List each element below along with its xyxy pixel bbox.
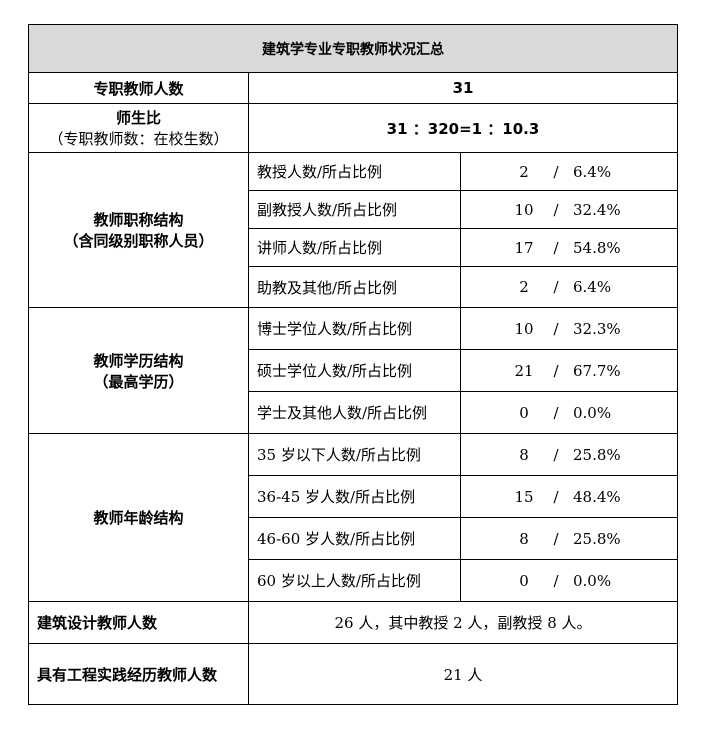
row-value: 10 / 32.4% (460, 190, 678, 229)
group-sublabel: （最高学历） (93, 372, 184, 391)
table-title: 建筑学专业专职教师状况汇总 (28, 24, 678, 73)
row-label: 36-45 岁人数/所占比例 (248, 475, 461, 518)
design-teachers-label: 建筑设计教师人数 (28, 601, 249, 644)
separator: / (553, 571, 559, 590)
row-value: 2 / 6.4% (460, 266, 678, 308)
percent: 0.0% (573, 571, 612, 590)
group-label-cell: 教师职称结构 （含同级别职称人员） (28, 152, 249, 308)
row-label: 助教及其他/所占比例 (248, 266, 461, 308)
separator: / (553, 529, 559, 548)
count: 8 (519, 445, 529, 464)
separator: / (553, 487, 559, 506)
row-value: 2 / 6.4% (460, 152, 678, 191)
separator: / (553, 278, 559, 296)
row-value: 8 / 25.8% (460, 517, 678, 560)
group-label: 教师职称结构 (93, 211, 184, 229)
table-row: 副教授人数/所占比例 10 / 32.4% (29, 190, 678, 229)
ratio-label-cell: 师生比 （专职教师数：在校生数） (28, 103, 249, 153)
row-label: 46-60 岁人数/所占比例 (248, 517, 461, 560)
separator: / (553, 200, 559, 219)
group-label: 教师年龄结构 (93, 509, 184, 527)
percent: 25.8% (573, 445, 621, 464)
separator: / (553, 162, 559, 181)
row-value: 17 / 54.8% (460, 228, 678, 267)
percent: 0.0% (573, 403, 612, 422)
full-time-teachers-label: 专职教师人数 (28, 72, 249, 104)
row-value: 0 / 0.0% (460, 391, 678, 434)
row-label: 35 岁以下人数/所占比例 (248, 433, 461, 476)
table-row: 讲师人数/所占比例 17 / 54.8% (29, 228, 678, 267)
group-label-cell: 教师学历结构 （最高学历） (28, 307, 249, 434)
percent: 32.3% (573, 319, 621, 338)
group-label: 教师学历结构 (93, 351, 184, 370)
row-label: 副教授人数/所占比例 (248, 190, 461, 229)
percent: 48.4% (573, 487, 621, 506)
table-row: 教师年龄结构 35 岁以下人数/所占比例 8 / 25.8% (28, 433, 678, 602)
row-value: 0 / 0.0% (460, 559, 678, 602)
row-value: 8 / 25.8% (460, 433, 678, 476)
percent: 6.4% (573, 278, 612, 296)
table-row: 硕士学位人数/所占比例 21 / 67.7% (29, 349, 678, 392)
count: 10 (514, 200, 534, 219)
percent: 32.4% (573, 200, 621, 219)
row-label: 60 岁以上人数/所占比例 (248, 559, 461, 602)
table-row: 学士及其他人数/所占比例 0 / 0.0% (29, 391, 678, 434)
count: 2 (519, 278, 529, 296)
group-label-cell: 教师年龄结构 (28, 433, 249, 602)
practice-teachers-value: 21 人 (248, 643, 678, 705)
group-sublabel: （含同级别职称人员） (63, 232, 214, 250)
row-label: 讲师人数/所占比例 (248, 228, 461, 267)
count: 17 (514, 238, 534, 257)
percent: 25.8% (573, 529, 621, 548)
percent: 6.4% (573, 162, 612, 181)
faculty-summary-table: 建筑学专业专职教师状况汇总 专职教师人数 31 师生比 （专职教师数：在校生数）… (28, 24, 678, 705)
row-value: 10 / 32.3% (460, 307, 678, 350)
count: 10 (514, 319, 534, 338)
count: 8 (519, 529, 529, 548)
percent: 54.8% (573, 238, 621, 257)
row-value: 15 / 48.4% (460, 475, 678, 518)
row-label: 教授人数/所占比例 (248, 152, 461, 191)
row-label: 学士及其他人数/所占比例 (248, 391, 461, 434)
count: 0 (519, 571, 529, 590)
count: 21 (514, 361, 534, 380)
table-row: 教师职称结构 （含同级别职称人员） 教授人数/所占比例 2 / 6.4% (28, 152, 678, 308)
row-label: 博士学位人数/所占比例 (248, 307, 461, 350)
separator: / (553, 403, 559, 422)
separator: / (553, 361, 559, 380)
percent: 67.7% (573, 361, 621, 380)
row-label: 硕士学位人数/所占比例 (248, 349, 461, 392)
separator: / (553, 319, 559, 338)
separator: / (553, 445, 559, 464)
row-value: 21 / 67.7% (460, 349, 678, 392)
ratio-value: 31 ：320=1 ：10.3 (248, 103, 678, 153)
count: 2 (519, 162, 529, 181)
ratio-sublabel: （专职教师数：在校生数） (48, 130, 229, 148)
practice-teachers-label: 具有工程实践经历教师人数 (28, 643, 249, 705)
table-row: 46-60 岁人数/所占比例 8 / 25.8% (29, 517, 678, 560)
count: 15 (514, 487, 534, 506)
table-row: 教师学历结构 （最高学历） 博士学位人数/所占比例 10 / 32.3% (28, 307, 678, 434)
separator: / (553, 238, 559, 257)
ratio-label: 师生比 (115, 109, 161, 127)
design-teachers-value: 26 人，其中教授 2 人，副教授 8 人。 (248, 601, 678, 644)
count: 0 (519, 403, 529, 422)
full-time-teachers-value: 31 (248, 72, 678, 104)
